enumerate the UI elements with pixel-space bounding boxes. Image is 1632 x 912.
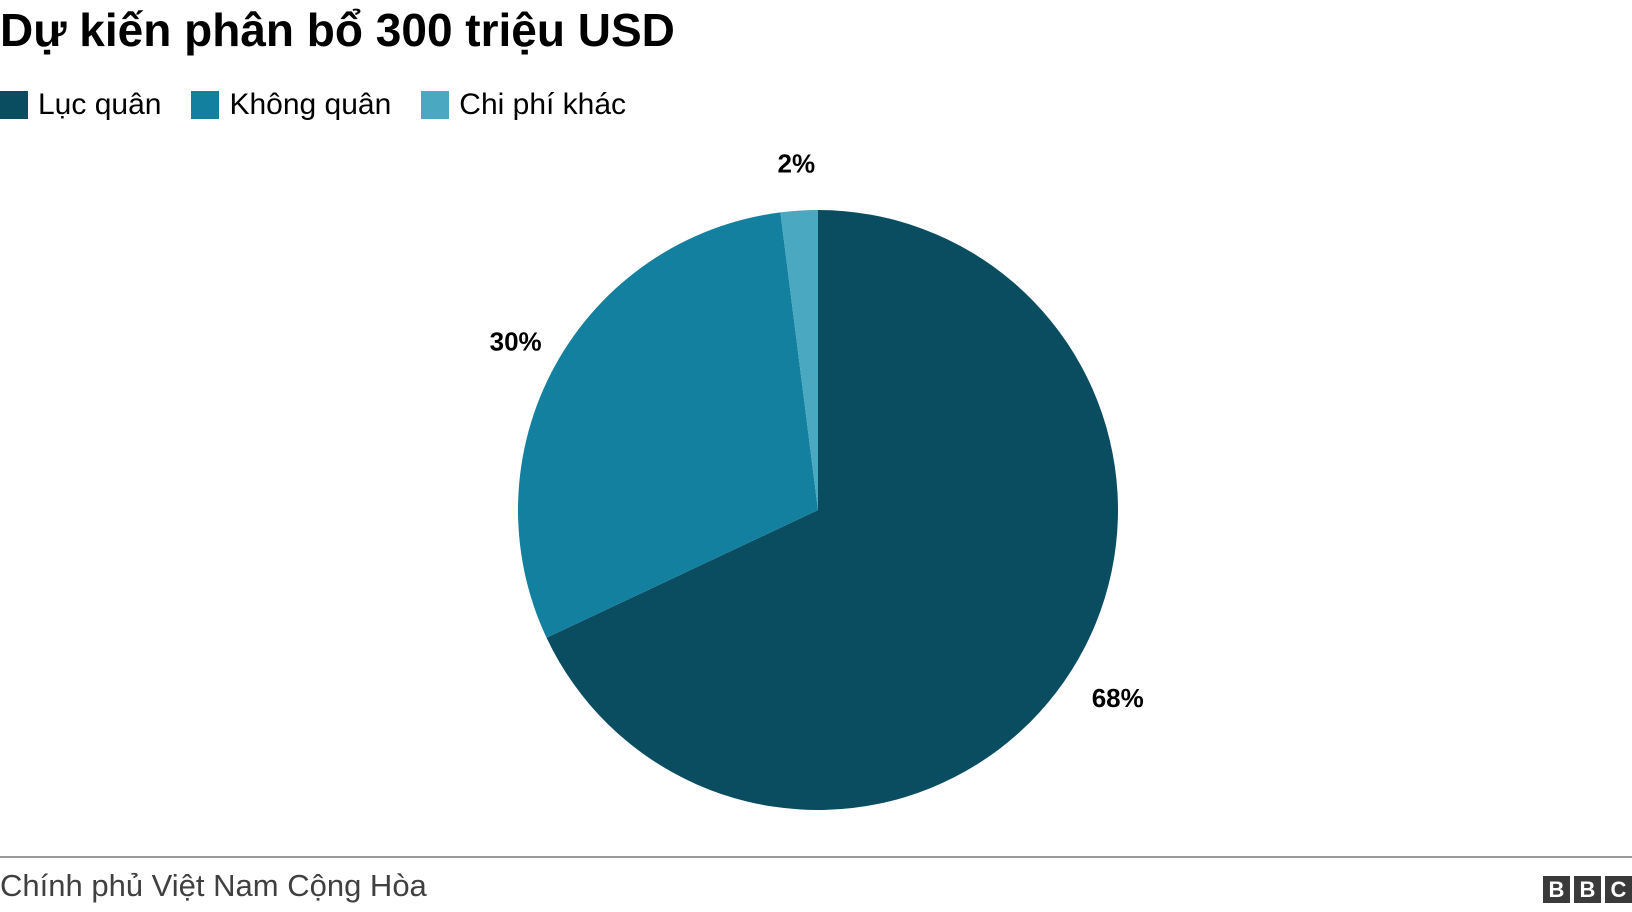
bbc-logo-letter: B: [1574, 876, 1601, 903]
pie-slice-chi-phi-khac: [780, 210, 818, 510]
legend-swatch-khong-quan: [191, 91, 220, 119]
chart-title: Dự kiến phân bổ 300 triệu USD: [0, 4, 675, 56]
legend-label: Không quân: [229, 88, 392, 121]
pie-data-label: 2%: [778, 149, 816, 179]
legend-item-khong-quan: Không quân: [191, 88, 391, 122]
legend-swatch-luc-quan: [0, 91, 28, 119]
pie-data-label: 30%: [490, 327, 542, 357]
bbc-logo-letter: C: [1605, 876, 1632, 903]
source-note: Chính phủ Việt Nam Cộng Hòa: [0, 868, 427, 903]
legend-item-luc-quan: Lục quân: [0, 88, 161, 122]
bbc-logo-letter: B: [1543, 876, 1570, 903]
pie-chart: 68% 30% 2%: [490, 149, 1144, 810]
pie-labels: 68% 30% 2%: [490, 149, 1144, 714]
footer-divider: [0, 856, 1632, 858]
legend-swatch-chi-phi-khac: [421, 91, 450, 119]
bbc-logo: B B C: [1539, 876, 1632, 903]
chart-legend: Lục quân Không quân Chi phí khác: [0, 88, 656, 122]
legend-label: Chi phí khác: [459, 88, 627, 121]
legend-item-chi-phi-khac: Chi phí khác: [421, 88, 626, 122]
pie-slice-luc-quan: [546, 210, 1118, 810]
pie-slice-khong-quan: [518, 212, 818, 638]
pie-slices: [518, 210, 1118, 810]
pie-data-label: 68%: [1092, 683, 1144, 713]
legend-label: Lục quân: [38, 88, 162, 121]
